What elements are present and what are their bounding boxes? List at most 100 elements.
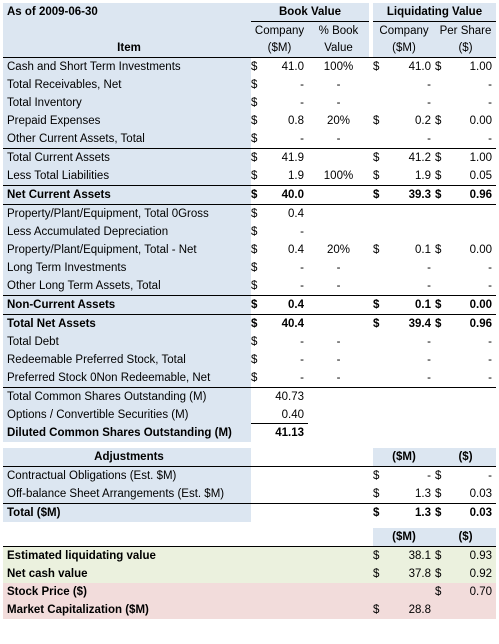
book-value: 1.9 [288,170,304,182]
book-value-header: Book Value [251,3,369,21]
summary-header-row: ($M) ($) [3,528,496,546]
summary-rows: Estimated liquidating value $38.1 $0.93 Net… [3,546,496,619]
per-share-value: - [488,79,492,91]
d-value [447,601,496,619]
filler [251,504,369,522]
liquidating-value: 0.1 [415,244,431,256]
m-dollar-sign: $ [373,568,380,580]
per-share-dollar-sign [435,333,447,351]
table-row: Preferred Stock 0Non Redeemable, Net $ - - -… [3,369,496,387]
liquidating-value: - [427,372,431,384]
table-row: Net Current Assets $40.0 $39.3 $0.96 [3,185,496,204]
liquidating-value: - [427,262,431,274]
d-dollar-sign: $ [435,470,442,482]
per-share-value: - [488,280,492,292]
m-dollar-sign [373,583,385,601]
liq-dollar-sign: $ [373,170,380,182]
book-value: 0.4 [288,299,304,311]
d-dollar-sign [435,601,447,619]
book-value: - [300,133,304,145]
pct-book-value: - [336,133,341,145]
table-row: Property/Plant/Equipment, Total - Net $0.… [3,241,496,259]
row-label: Other Current Assets, Total [3,130,251,148]
liquidating-value: - [427,97,431,109]
book-value: 40.0 [281,189,304,201]
row-label: Total Debt [3,333,251,351]
per-share-dollar-sign: $ [435,244,442,256]
book-dollar-sign: $ [251,133,258,145]
d-value: 0.03 [469,488,492,500]
table-row: Total Receivables, Net $ - - - - [3,76,496,94]
per-share-dollar-sign: $ [435,170,442,182]
d-value: 0.03 [469,507,492,519]
pct-book-value: 20% [326,115,351,127]
per-share-value: - [488,372,492,384]
table-row: Long Term Investments $ - - - - [3,259,496,277]
per-share-dollar-sign: $ [435,115,442,127]
per-share-dollar-sign [435,223,447,241]
row-label: Market Capitalization ($M) [7,604,149,616]
liq-dollar-sign [373,76,385,94]
table-row: Off-balance Sheet Arrangements (Est. $M)… [3,485,496,503]
book-dollar-sign: $ [251,226,258,238]
row-label: Redeemable Preferred Stock, Total [3,351,251,369]
per-share-dollar-sign: $ [435,299,442,311]
as-of-date: As of 2009-06-30 [3,3,251,21]
book-dollar-sign: $ [251,280,258,292]
liquidating-value: 39.4 [408,318,431,330]
row-label: Estimated liquidating value [7,550,156,562]
row-label: Stock Price ($) [7,586,87,598]
pct-book-value: - [336,372,341,384]
d-dollar-sign: $ [435,488,442,500]
filler [251,485,369,503]
m-value: 38.1 [408,550,431,562]
pct-book-value [308,205,369,223]
row-label: Total Receivables, Net [3,76,251,94]
share-label: Options / Convertible Securities (M) [3,406,251,424]
per-share-dollar-sign [435,369,447,387]
per-share-value [447,223,496,241]
d-value: 0.92 [469,568,492,580]
book-value: 41.0 [281,61,304,73]
book-value: - [300,97,304,109]
share-label: Total Common Shares Outstanding (M) [3,388,251,406]
pct-book-value: - [336,280,341,292]
pct-book-value [308,186,369,204]
per-share-value: 0.00 [469,244,492,256]
pct-book-value [308,296,369,314]
d-dollar-sign: $ [435,550,442,562]
per-share-value: - [488,262,492,274]
book-dollar-sign: $ [251,79,258,91]
share-row: Diluted Common Shares Outstanding (M) 41.… [3,424,496,442]
row-label: Property/Plant/Equipment, Total - Net [3,241,251,259]
table-row: Prepaid Expenses $0.8 20% $0.2 $0.00 [3,112,496,130]
per-share-dollar-sign [435,130,447,148]
d-dollar-sign: $ [435,507,442,519]
share-value: 0.40 [251,406,308,424]
book-value: - [300,262,304,274]
book-value: 0.4 [288,244,304,256]
row-label: Contractual Obligations (Est. $M) [3,467,251,485]
row-label: Prepaid Expenses [3,112,251,130]
row-label: Property/Plant/Equipment, Total 0Gross [3,205,251,223]
pct-book-value: 100% [323,170,354,182]
m-value: 37.8 [408,568,431,580]
per-share-value: 0.00 [469,115,492,127]
pct-book-value: - [336,79,341,91]
per-share-value [447,205,496,223]
pct-book-value [308,315,369,333]
pct-book-value: 20% [326,244,351,256]
per-share-value: 0.05 [469,170,492,182]
filler [251,583,369,601]
row-label: Total Inventory [3,94,251,112]
pct-book-value: - [336,354,341,366]
book-dollar-sign: $ [251,152,258,164]
table-row: Property/Plant/Equipment, Total 0Gross $0… [3,204,496,223]
liquidating-value: 1.9 [415,170,431,182]
book-dollar-sign: $ [251,208,258,220]
pct-book-value: - [336,262,341,274]
liq-dollar-sign [373,277,385,295]
pct-book-value [308,223,369,241]
book-value: 0.8 [288,115,304,127]
liquidating-value: - [427,133,431,145]
